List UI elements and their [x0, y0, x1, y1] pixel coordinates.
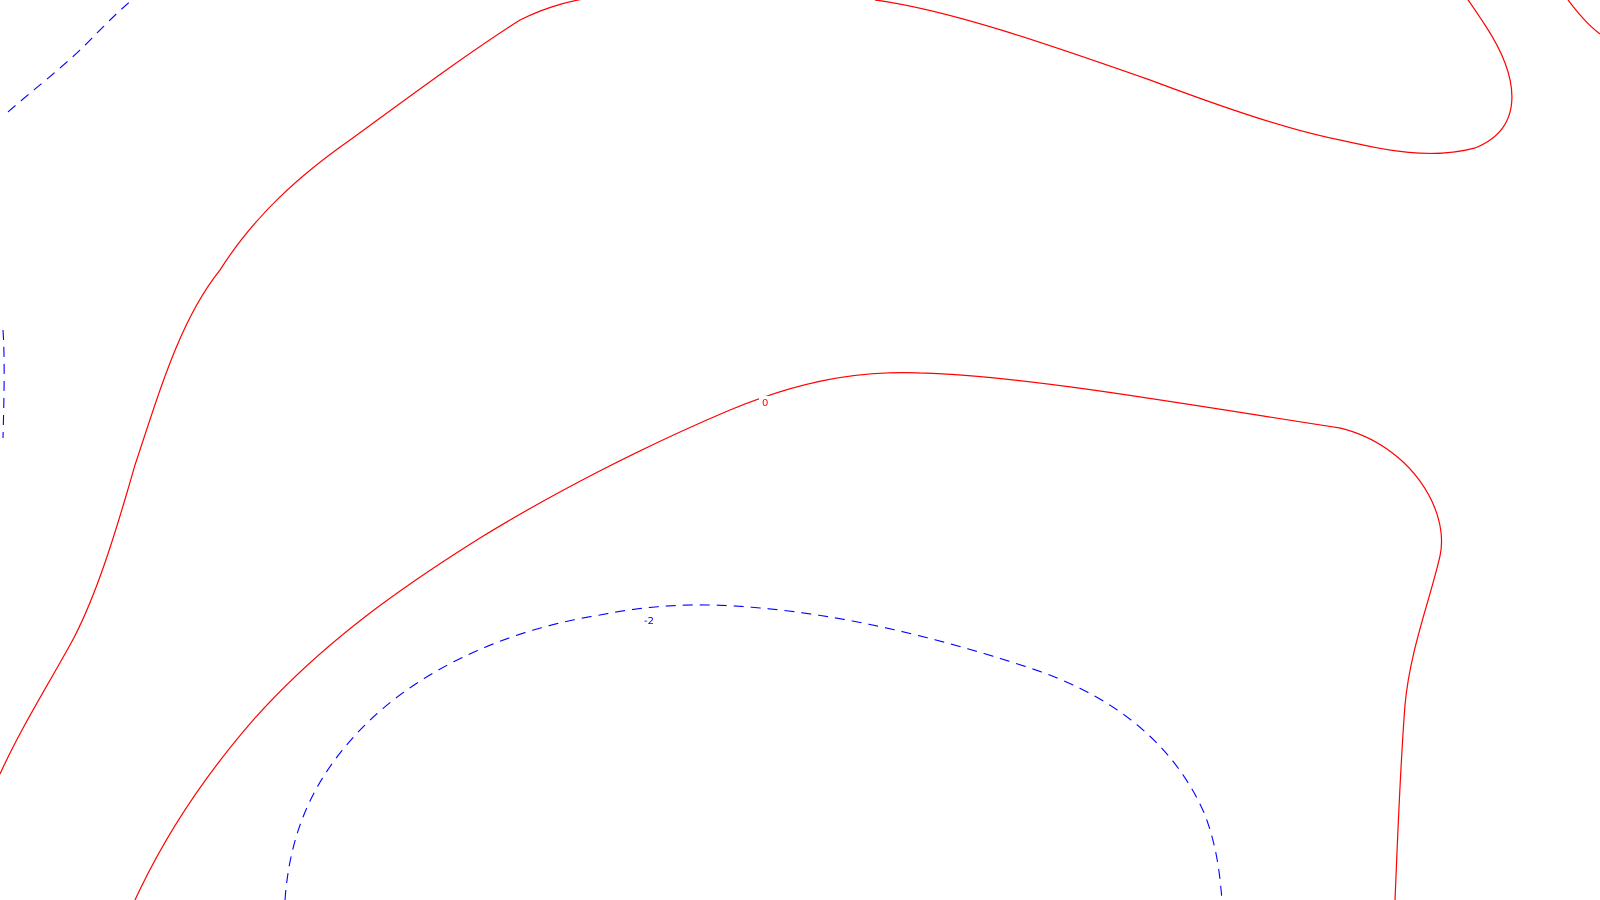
negative-contour-left-edge: [2, 329, 5, 439]
zero-contour-upper-left: [0, 0, 581, 775]
zero-contour-label: 0: [762, 398, 768, 409]
negative-contour-top-left: [7, 0, 133, 113]
zero-contour-middle: [134, 372, 1442, 900]
negative-two-label-gap: [641, 614, 657, 627]
zero-contour-upper-right: [874, 0, 1513, 155]
negative-two-contour-label: -2: [644, 616, 654, 627]
negative-two-contour-bottom: [284, 604, 1223, 900]
zero-label-gap: [759, 396, 773, 409]
zero-contour-top-right-corner: [1567, 0, 1600, 35]
